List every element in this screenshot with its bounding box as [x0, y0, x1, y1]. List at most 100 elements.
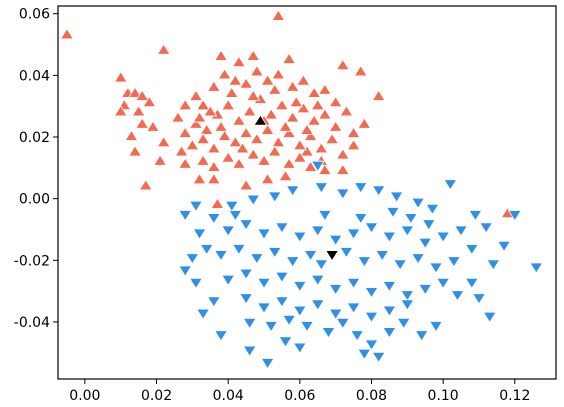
- x-tick-label: 0.00: [69, 388, 100, 404]
- up-triangle-point-0-57: [199, 123, 214, 135]
- down-triangle-point-1-0: [443, 179, 458, 191]
- up-triangle-point-0-91: [246, 148, 261, 160]
- down-triangle-point-1-10: [428, 321, 443, 333]
- down-triangle-point-1-88: [292, 305, 307, 317]
- up-triangle-point-0-75: [228, 135, 243, 148]
- up-triangle-point-0-70: [174, 145, 189, 157]
- up-triangle-point-0-34: [300, 145, 314, 157]
- down-triangle-point-1-35: [285, 185, 300, 197]
- down-triangle-point-1-103: [421, 219, 436, 231]
- up-triangle-point-0-56: [188, 117, 203, 129]
- down-triangle-point-1-48: [274, 222, 289, 234]
- down-triangle-point-1-34: [267, 191, 282, 203]
- down-triangle-point-1-76: [292, 281, 307, 293]
- down-triangle-point-1-60: [231, 244, 246, 256]
- up-triangle-point-0-14: [113, 105, 128, 117]
- up-triangle-point-2-0: [253, 114, 268, 126]
- down-triangle-point-1-28: [192, 228, 207, 240]
- down-triangle-point-1-94: [400, 299, 415, 311]
- up-triangle-point-0-68: [317, 108, 332, 120]
- up-triangle-point-0-105: [235, 142, 250, 154]
- up-triangle-point-0-22: [138, 179, 153, 191]
- up-triangle-point-0-33: [278, 169, 293, 182]
- up-triangle-point-0-67: [307, 114, 322, 126]
- up-triangle-point-0-46: [249, 65, 264, 77]
- down-triangle-point-1-99: [264, 321, 279, 333]
- down-triangle-point-1-106: [468, 210, 483, 222]
- down-triangle-point-1-75: [274, 271, 289, 283]
- down-triangle-point-1-102: [386, 207, 400, 219]
- down-triangle-point-1-81: [382, 281, 397, 293]
- up-triangle-point-0-53: [328, 95, 343, 108]
- down-triangle-point-1-83: [418, 284, 433, 296]
- down-triangle-point-1-79: [346, 277, 361, 290]
- up-triangle-point-0-69: [328, 120, 343, 132]
- up-triangle-point-0-5: [246, 49, 261, 61]
- down-triangle-point-1-61: [249, 253, 264, 265]
- up-triangle-point-0-44: [228, 74, 243, 86]
- x-tick-label: 0.04: [213, 388, 244, 404]
- down-triangle-point-1-57: [436, 231, 451, 243]
- down-triangle-point-1-51: [328, 234, 343, 246]
- down-triangle-point-1-54: [382, 231, 397, 243]
- y-tick-label: 0.02: [19, 130, 50, 146]
- down-triangle-point-1-95: [300, 321, 314, 333]
- up-triangle-point-0-103: [278, 120, 293, 132]
- down-triangle-point-1-24: [188, 277, 203, 290]
- up-triangle-point-0-28: [239, 179, 254, 191]
- up-triangle-point-0-40: [188, 89, 203, 101]
- down-triangle-point-1-40: [389, 191, 404, 203]
- up-triangle-point-0-35: [346, 139, 361, 151]
- up-triangle-point-0-45: [239, 77, 254, 89]
- down-triangle-point-1-80: [364, 287, 379, 299]
- up-triangle-point-0-99: [246, 89, 261, 101]
- down-triangle-point-1-68: [393, 259, 408, 271]
- up-triangle-point-0-63: [264, 108, 279, 120]
- down-triangle-point-1-6: [464, 277, 479, 290]
- up-triangle-point-0-64: [274, 98, 289, 111]
- up-triangle-point-0-54: [339, 105, 354, 117]
- up-triangle-point-0-52: [317, 83, 332, 95]
- up-triangle-point-0-76: [239, 126, 254, 138]
- up-triangle-point-0-17: [131, 105, 146, 117]
- up-triangle-point-0-95: [292, 151, 307, 163]
- down-triangle-point-1-26: [185, 253, 200, 265]
- up-triangle-point-0-3: [214, 49, 228, 61]
- up-triangle-point-0-9: [371, 89, 386, 101]
- series-0: [59, 9, 515, 219]
- up-triangle-point-0-104: [300, 123, 314, 135]
- down-triangle-point-1-64: [303, 250, 318, 262]
- down-triangle-point-1-84: [436, 277, 451, 290]
- down-triangle-point-1-101: [353, 213, 368, 225]
- down-triangle-point-1-15: [371, 351, 386, 364]
- up-triangle-point-0-86: [346, 126, 361, 138]
- up-triangle-point-0-73: [206, 142, 221, 154]
- down-triangle-point-1-5: [486, 259, 501, 271]
- down-triangle-point-1-33: [246, 194, 261, 206]
- down-triangle-point-1-21: [214, 330, 228, 342]
- up-triangle-point-0-74: [217, 129, 232, 141]
- down-triangle-point-1-13: [382, 327, 397, 339]
- down-triangle-point-1-104: [464, 244, 479, 256]
- down-triangle-point-3-0: [325, 250, 340, 262]
- up-triangle-point-0-43: [217, 68, 232, 80]
- down-triangle-point-1-32: [224, 200, 239, 213]
- up-triangle-point-0-60: [231, 114, 246, 126]
- down-triangle-point-1-73: [239, 268, 254, 280]
- x-tick-label: 0.06: [284, 388, 315, 404]
- up-triangle-point-0-81: [292, 139, 307, 151]
- up-triangle-point-0-72: [196, 132, 211, 145]
- up-triangle-point-0-23: [156, 135, 171, 148]
- up-triangle-point-0-90: [231, 157, 246, 169]
- up-triangle-point-0-48: [271, 68, 286, 80]
- down-triangle-point-1-82: [400, 290, 415, 302]
- down-triangle-point-1-65: [339, 247, 354, 259]
- down-triangle-point-1-20: [260, 358, 275, 370]
- down-triangle-point-1-2: [507, 210, 522, 222]
- down-triangle-point-1-39: [371, 185, 386, 197]
- up-triangle-point-0-29: [260, 172, 275, 185]
- up-triangle-point-0-1: [156, 43, 171, 55]
- down-triangle-point-1-46: [239, 219, 254, 231]
- chart-marks: [59, 9, 544, 370]
- down-triangle-point-1-98: [282, 314, 297, 327]
